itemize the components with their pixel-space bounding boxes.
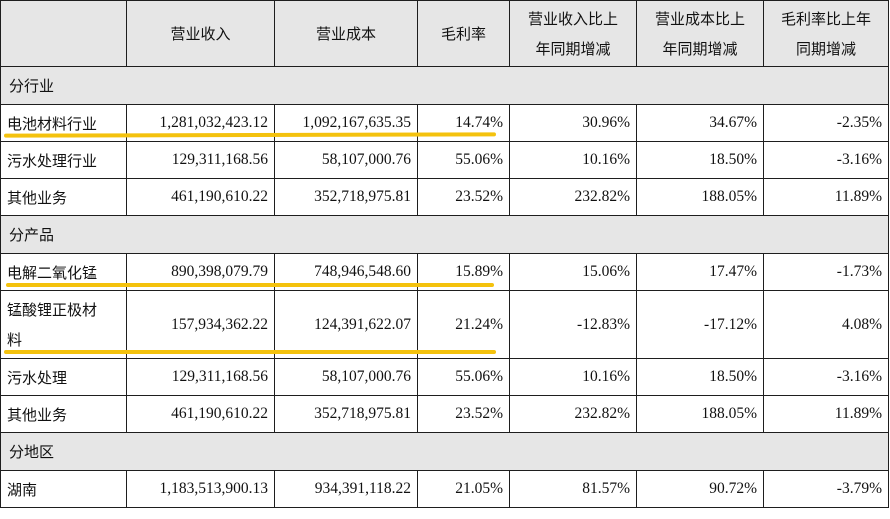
- cell-revenue-yoy: -12.83%: [509, 290, 637, 359]
- cell-revenue-yoy: 30.96%: [509, 104, 637, 142]
- cell-cost-yoy: 188.05%: [636, 395, 764, 433]
- highlight-underline-emd: [6, 283, 494, 287]
- cell-margin-yoy: -2.35%: [763, 104, 889, 142]
- cell-margin-yoy: 11.89%: [763, 395, 889, 433]
- section-row-product: 分产品: [0, 215, 889, 254]
- cell-margin: 21.24%: [417, 290, 510, 359]
- row-label: 污水处理行业: [0, 141, 127, 179]
- cell-cost-yoy: 18.50%: [636, 141, 764, 179]
- row-label: 其他业务: [0, 178, 127, 216]
- cell-cost-yoy: 90.72%: [636, 470, 764, 508]
- table-row: 锰酸锂正极材料 157,934,362.22 124,391,622.07 21…: [0, 290, 889, 359]
- table-row: 污水处理 129,311,168.56 58,107,000.76 55.06%…: [0, 358, 889, 396]
- cell-revenue: 1,183,513,900.13: [126, 470, 275, 508]
- cell-cost: 58,107,000.76: [274, 141, 418, 179]
- section-title: 分产品: [0, 215, 889, 254]
- cell-revenue-yoy: 15.06%: [509, 253, 637, 291]
- row-label: 污水处理: [0, 358, 127, 396]
- table-row: 其他业务 461,190,610.22 352,718,975.81 23.52…: [0, 395, 889, 433]
- cell-margin: 23.52%: [417, 178, 510, 216]
- cell-cost: 352,718,975.81: [274, 178, 418, 216]
- section-title: 分行业: [0, 66, 889, 105]
- header-row: 营业收入 营业成本 毛利率 营业收入比上 年同期增减 营业成本比上 年同期增减 毛利…: [0, 0, 889, 67]
- cell-margin: 55.06%: [417, 141, 510, 179]
- cell-margin-yoy: -3.16%: [763, 358, 889, 396]
- cell-revenue: 129,311,168.56: [126, 358, 275, 396]
- financial-table: 营业收入 营业成本 毛利率 营业收入比上 年同期增减 营业成本比上 年同期增减 毛利…: [0, 0, 889, 508]
- cell-cost: 58,107,000.76: [274, 358, 418, 396]
- highlight-underline-lmo: [4, 350, 496, 354]
- cell-cost: 124,391,622.07: [274, 290, 418, 359]
- cell-revenue: 461,190,610.22: [126, 395, 275, 433]
- cell-margin-yoy: -3.16%: [763, 141, 889, 179]
- cell-cost: 352,718,975.81: [274, 395, 418, 433]
- cell-margin: 21.05%: [417, 470, 510, 508]
- header-revenue-yoy: 营业收入比上 年同期增减: [509, 0, 637, 67]
- cell-margin-yoy: 11.89%: [763, 178, 889, 216]
- cell-margin: 23.52%: [417, 395, 510, 433]
- header-cost: 营业成本: [274, 0, 418, 67]
- header-margin: 毛利率: [417, 0, 510, 67]
- cell-cost-yoy: 18.50%: [636, 358, 764, 396]
- cell-revenue-yoy: 10.16%: [509, 358, 637, 396]
- table-row: 湖南 1,183,513,900.13 934,391,118.22 21.05…: [0, 470, 889, 508]
- section-row-industry: 分行业: [0, 66, 889, 105]
- header-margin-yoy: 毛利率比上年 同期增减: [763, 0, 889, 67]
- header-cost-yoy: 营业成本比上 年同期增减: [636, 0, 764, 67]
- section-row-region: 分地区: [0, 432, 889, 471]
- cell-revenue: 129,311,168.56: [126, 141, 275, 179]
- cell-cost-yoy: 17.47%: [636, 253, 764, 291]
- cell-cost-yoy: 34.67%: [636, 104, 764, 142]
- cell-revenue: 157,934,362.22: [126, 290, 275, 359]
- cell-margin-yoy: -3.79%: [763, 470, 889, 508]
- cell-margin-yoy: -1.73%: [763, 253, 889, 291]
- cell-revenue: 461,190,610.22: [126, 178, 275, 216]
- row-label: 其他业务: [0, 395, 127, 433]
- cell-margin-yoy: 4.08%: [763, 290, 889, 359]
- cell-revenue-yoy: 81.57%: [509, 470, 637, 508]
- header-revenue: 营业收入: [126, 0, 275, 67]
- table-row: 其他业务 461,190,610.22 352,718,975.81 23.52…: [0, 178, 889, 216]
- cell-cost-yoy: 188.05%: [636, 178, 764, 216]
- section-title: 分地区: [0, 432, 889, 471]
- cell-revenue-yoy: 232.82%: [509, 395, 637, 433]
- header-empty: [0, 0, 127, 67]
- cell-revenue-yoy: 232.82%: [509, 178, 637, 216]
- cell-margin: 55.06%: [417, 358, 510, 396]
- cell-revenue-yoy: 10.16%: [509, 141, 637, 179]
- table-row: 污水处理行业 129,311,168.56 58,107,000.76 55.0…: [0, 141, 889, 179]
- cell-cost: 934,391,118.22: [274, 470, 418, 508]
- row-label: 锰酸锂正极材料: [0, 290, 127, 359]
- cell-cost-yoy: -17.12%: [636, 290, 764, 359]
- row-label: 湖南: [0, 470, 127, 508]
